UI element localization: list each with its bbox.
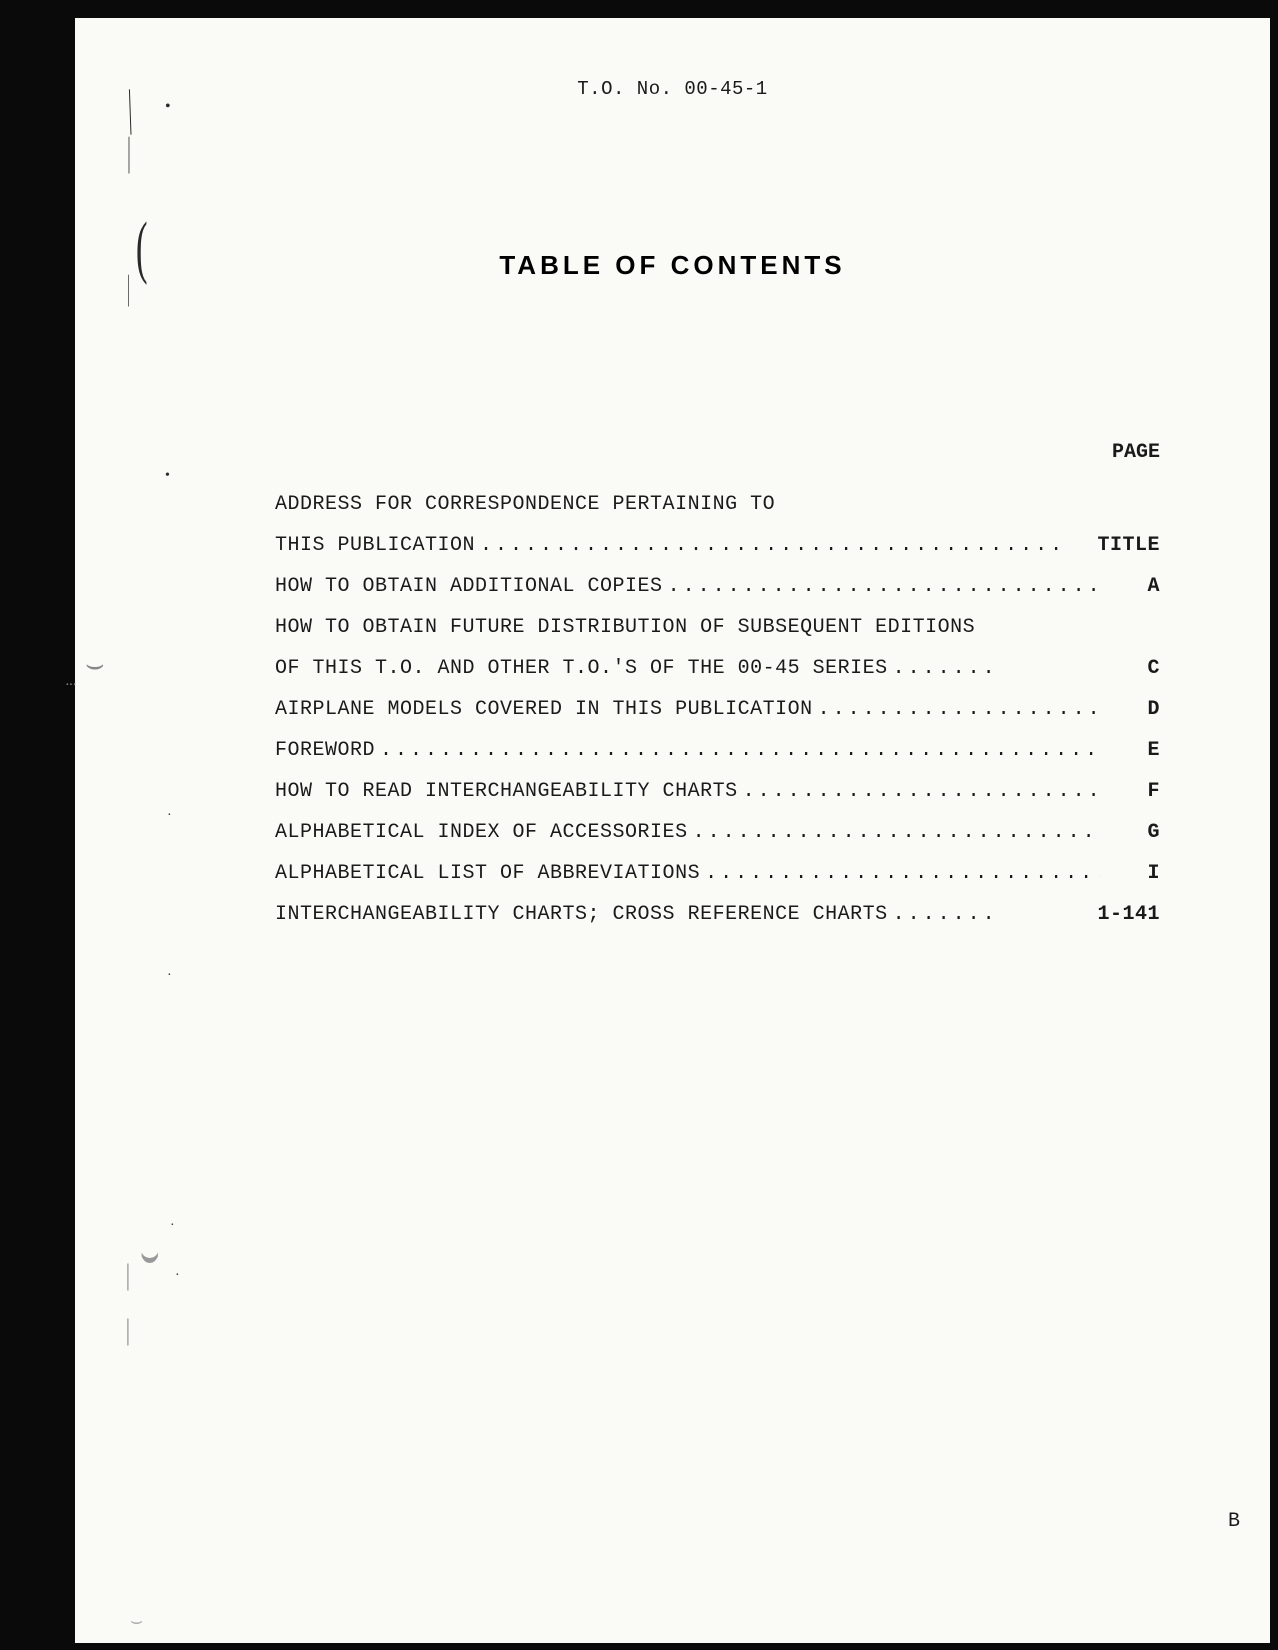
toc-leader-dots: ....................................... bbox=[738, 771, 1100, 812]
toc-page-ref: E bbox=[1100, 730, 1170, 771]
toc-page-ref: I bbox=[1100, 853, 1170, 894]
scan-artifact: • bbox=[165, 98, 171, 116]
toc-leader-dots: ....... bbox=[888, 648, 1100, 689]
toc-label: HOW TO OBTAIN ADDITIONAL COPIES bbox=[275, 566, 663, 607]
toc-entry: HOW TO OBTAIN FUTURE DISTRIBUTION OF SUB… bbox=[275, 607, 1170, 648]
toc-label: ALPHABETICAL INDEX OF ACCESSORIES bbox=[275, 812, 688, 853]
toc-entry-continuation: THIS PUBLICATION .......................… bbox=[275, 525, 1170, 566]
scan-artifact: ··· bbox=[65, 678, 76, 694]
toc-page-ref: C bbox=[1100, 648, 1170, 689]
toc-list: ADDRESS FOR CORRESPONDENCE PERTAINING TO… bbox=[275, 484, 1170, 935]
toc-entry: INTERCHANGEABILITY CHARTS; CROSS REFEREN… bbox=[275, 894, 1170, 935]
scan-artifact: ⌣ bbox=[140, 1218, 160, 1287]
toc-page-ref: TITLE bbox=[1097, 525, 1170, 566]
page-number: B bbox=[1228, 1510, 1240, 1533]
toc-label: INTERCHANGEABILITY CHARTS; CROSS REFEREN… bbox=[275, 894, 888, 935]
scan-artifact: | bbox=[127, 1258, 129, 1292]
document-page: | | • ( | • ⌣ ··· · · ⌣ | | · · ⌣ T.O. N… bbox=[75, 18, 1270, 1643]
toc-leader-dots: ....................................... bbox=[475, 525, 1097, 566]
toc-leader-dots: ....................................... bbox=[663, 566, 1100, 607]
toc-label: THIS PUBLICATION bbox=[275, 525, 475, 566]
toc-page-ref: F bbox=[1100, 771, 1170, 812]
toc-label: HOW TO OBTAIN FUTURE DISTRIBUTION OF SUB… bbox=[275, 607, 975, 648]
toc-entry-continuation: OF THIS T.O. AND OTHER T.O.'S OF THE 00-… bbox=[275, 648, 1170, 689]
toc-page-ref: G bbox=[1100, 812, 1170, 853]
toc-leader-dots: ........................................… bbox=[375, 730, 1100, 771]
scan-artifact: ⌣ bbox=[130, 1610, 143, 1633]
toc-page-ref: A bbox=[1100, 566, 1170, 607]
scan-artifact: · bbox=[170, 1218, 175, 1234]
toc-page-ref: 1-141 bbox=[1097, 894, 1170, 935]
toc-entry: HOW TO READ INTERCHANGEABILITY CHARTS ..… bbox=[275, 771, 1170, 812]
toc-label: ADDRESS FOR CORRESPONDENCE PERTAINING TO bbox=[275, 484, 775, 525]
toc-entry: FOREWORD ...............................… bbox=[275, 730, 1170, 771]
scan-artifact: • bbox=[165, 468, 170, 484]
toc-label: HOW TO READ INTERCHANGEABILITY CHARTS bbox=[275, 771, 738, 812]
scan-artifact: · bbox=[175, 1268, 180, 1284]
toc-label: AIRPLANE MODELS COVERED IN THIS PUBLICAT… bbox=[275, 689, 813, 730]
toc-leader-dots: ....................................... bbox=[700, 853, 1100, 894]
scan-artifact: | bbox=[127, 268, 130, 308]
scan-artifact: · bbox=[167, 968, 172, 984]
toc-label: FOREWORD bbox=[275, 730, 375, 771]
toc-entry: AIRPLANE MODELS COVERED IN THIS PUBLICAT… bbox=[275, 689, 1170, 730]
toc-page-ref: D bbox=[1100, 689, 1170, 730]
toc-entry: ADDRESS FOR CORRESPONDENCE PERTAINING TO bbox=[275, 484, 1170, 525]
scan-artifact: | bbox=[127, 1313, 129, 1347]
toc-leader-dots: ....................................... bbox=[813, 689, 1100, 730]
toc-entry: ALPHABETICAL INDEX OF ACCESSORIES ......… bbox=[275, 812, 1170, 853]
scan-artifact: ( bbox=[136, 208, 148, 288]
scan-artifact: · bbox=[167, 808, 172, 824]
document-number: T.O. No. 00-45-1 bbox=[175, 78, 1170, 100]
toc-leader-dots: ....................................... bbox=[688, 812, 1100, 853]
scan-artifact: ⌣ bbox=[85, 648, 105, 682]
toc-entry: ALPHABETICAL LIST OF ABBREVIATIONS .....… bbox=[275, 853, 1170, 894]
toc-label: OF THIS T.O. AND OTHER T.O.'S OF THE 00-… bbox=[275, 648, 888, 689]
page-column-header: PAGE bbox=[275, 441, 1170, 464]
page-title: TABLE OF CONTENTS bbox=[175, 250, 1170, 281]
toc-entry: HOW TO OBTAIN ADDITIONAL COPIES ........… bbox=[275, 566, 1170, 607]
toc-leader-dots: ....... bbox=[888, 894, 1098, 935]
scan-artifact: | bbox=[127, 128, 130, 175]
toc-label: ALPHABETICAL LIST OF ABBREVIATIONS bbox=[275, 853, 700, 894]
